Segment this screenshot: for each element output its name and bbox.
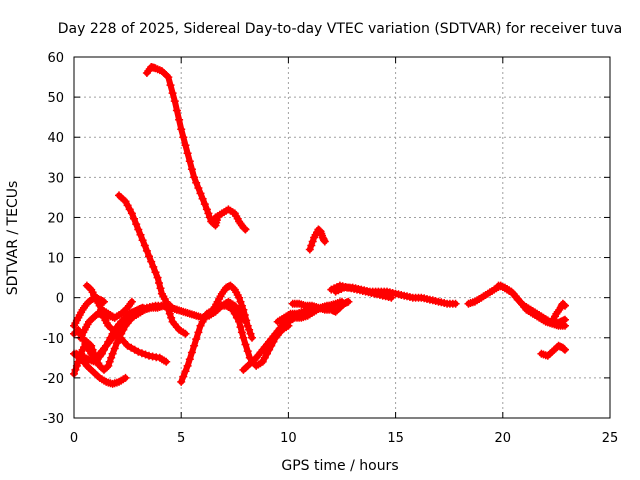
plot-frame — [73, 56, 611, 419]
grid-layer — [74, 57, 610, 418]
series-sat-w-markers — [537, 341, 569, 360]
y-tick-label: 10 — [47, 252, 64, 267]
series-sat-b-markers — [211, 205, 250, 234]
y-tick-label: 60 — [47, 51, 64, 66]
chart-title: Day 228 of 2025, Sidereal Day-to-day VTE… — [58, 21, 622, 37]
x-tick-label: 10 — [280, 431, 297, 446]
y-tick-label: 30 — [47, 171, 64, 186]
series-sat-t-markers — [327, 281, 396, 302]
x-tick-label: 5 — [177, 431, 185, 446]
x-tick-label: 20 — [495, 431, 512, 446]
x-tick-label: 15 — [387, 431, 404, 446]
series-sat-p-markers — [205, 281, 256, 342]
series-sat-x-markers — [548, 299, 569, 326]
y-tick-label: -20 — [43, 372, 64, 387]
y-tick-label: 20 — [47, 211, 64, 226]
y-tick-label: 0 — [56, 292, 64, 307]
x-axis-label: GPS time / hours — [281, 458, 398, 474]
series-layer — [70, 63, 569, 388]
series-sat-d-markers — [305, 225, 329, 254]
x-tick-label: 25 — [602, 431, 619, 446]
series-sat-l-markers — [97, 297, 136, 322]
x-tick-label: 0 — [70, 431, 78, 446]
series-sat-r-markers — [288, 297, 353, 316]
series-sat-v-markers — [494, 281, 569, 328]
y-tick-label: -10 — [43, 332, 64, 347]
y-tick-label: 40 — [47, 131, 64, 146]
y-tick-label: 50 — [47, 91, 64, 106]
y-axis-label: SDTVAR / TECUs — [5, 181, 21, 296]
series-sat-m — [178, 302, 292, 385]
y-tick-label: -30 — [43, 412, 64, 427]
series-sat-a — [143, 64, 221, 229]
tick-layer: 0 5 10 15 20 25 -30 -20 -10 0 10 20 30 40 50 60 — [43, 51, 619, 446]
series-sat-a-markers — [142, 63, 222, 230]
